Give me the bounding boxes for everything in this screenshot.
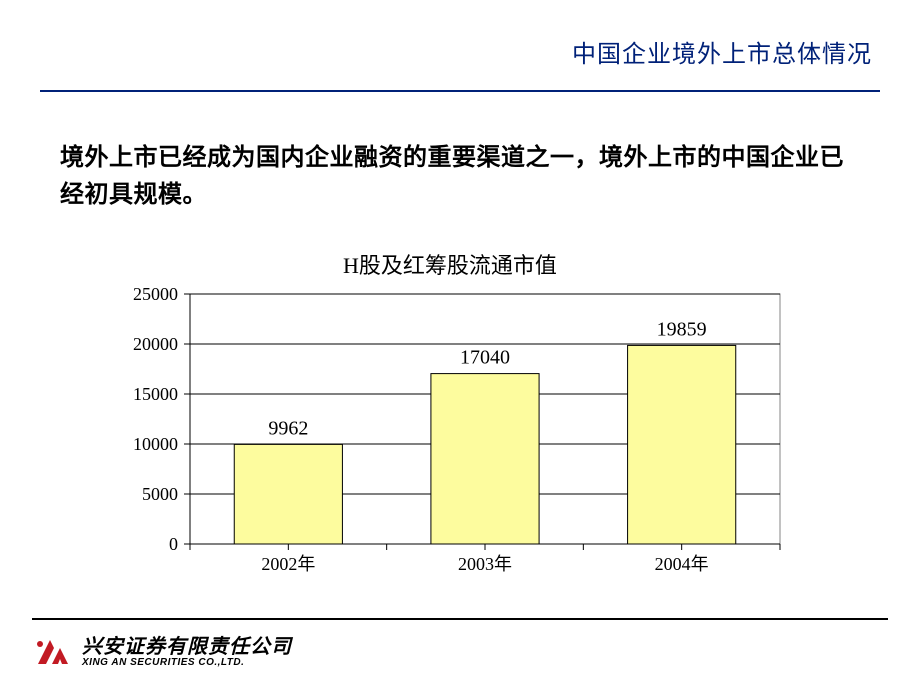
company-name-en: XING AN SECURITIES CO.,LTD. (82, 658, 292, 669)
svg-text:20000: 20000 (133, 334, 178, 354)
body-paragraph: 境外上市已经成为国内企业融资的重要渠道之一，境外上市的中国企业已经初具规模。 (60, 140, 860, 214)
svg-text:2004年: 2004年 (655, 554, 709, 574)
svg-text:2003年: 2003年 (458, 554, 512, 574)
company-logo-icon (32, 634, 72, 672)
footer-divider (32, 618, 888, 620)
svg-text:9962: 9962 (268, 417, 308, 439)
footer: 兴安证券有限责任公司 XING AN SECURITIES CO.,LTD. (32, 634, 292, 672)
svg-text:25000: 25000 (133, 284, 178, 304)
svg-text:10000: 10000 (133, 434, 178, 454)
chart-svg: 0 5000 10000 15000 20000 25000 9962 2002年 17040 2… (100, 284, 800, 584)
bar-chart: H股及红筹股流通市值 0 5000 10000 15000 20000 25000 9962… (100, 248, 800, 578)
svg-text:17040: 17040 (460, 347, 510, 369)
svg-text:19859: 19859 (657, 318, 707, 340)
page-title: 中国企业境外上市总体情况 (572, 34, 872, 69)
svg-text:5000: 5000 (142, 484, 178, 504)
chart-title: H股及红筹股流通市值 (100, 248, 800, 280)
svg-text:2002年: 2002年 (261, 554, 315, 574)
svg-text:0: 0 (169, 534, 178, 554)
svg-text:15000: 15000 (133, 384, 178, 404)
company-name-cn: 兴安证券有限责任公司 (82, 637, 292, 658)
header-divider (40, 90, 880, 92)
